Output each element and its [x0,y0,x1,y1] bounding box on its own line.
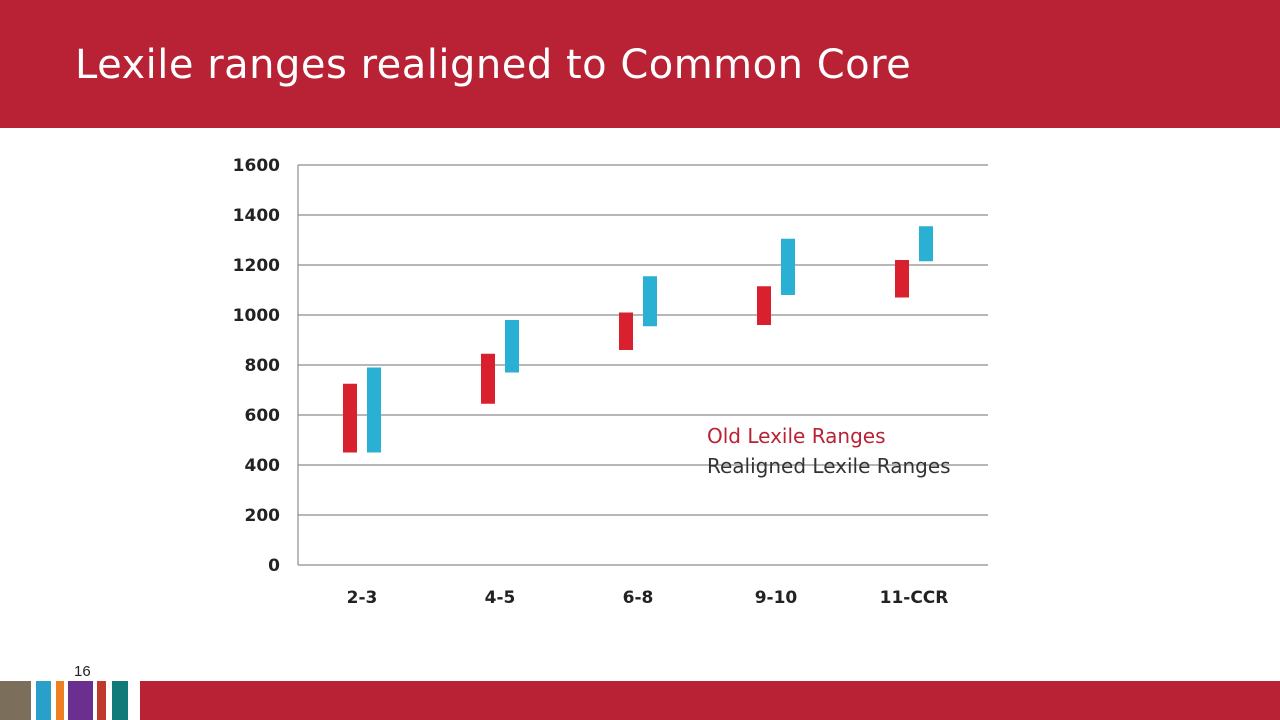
old-range-bar-6-8 [619,312,633,350]
footer-strip [97,681,106,720]
x-axis-labels: 2-3 4-5 6-8 9-10 11-CCR [347,588,949,608]
old-range-bar-4-5 [481,353,495,404]
y-tick-label: 200 [245,506,281,526]
y-tick-label: 1200 [233,256,280,276]
realigned-range-bar-6-8 [643,276,657,327]
y-axis-ticks: 0 200 400 600 800 1000 1200 1400 1600 [233,156,280,576]
y-tick-label: 400 [245,456,281,476]
legend-old: Old Lexile Ranges [707,424,886,448]
x-category-label: 4-5 [485,588,516,608]
legend-realigned: Realigned Lexile Ranges [707,454,951,478]
x-category-label: 11-CCR [880,588,949,608]
x-category-label: 9-10 [755,588,798,608]
y-tick-label: 1400 [233,206,280,226]
old-range-bar-9-10 [757,286,771,325]
slide-title: Lexile ranges realigned to Common Core [75,42,912,88]
footer-strip [56,681,64,720]
page-number: 16 [74,663,91,680]
realigned-range-bar-4-5 [505,320,519,373]
old-range-bar-11-CCR [895,260,909,298]
x-category-label: 6-8 [623,588,654,608]
range-bars [343,226,933,453]
y-tick-label: 800 [245,356,281,376]
y-tick-label: 0 [268,556,280,576]
y-tick-label: 1000 [233,306,280,326]
footer-strip [112,681,128,720]
footer-bar [140,681,1280,720]
legend: Old Lexile Ranges Realigned Lexile Range… [707,424,951,478]
x-category-label: 2-3 [347,588,378,608]
realigned-range-bar-2-3 [367,367,381,453]
footer-strip [0,681,31,720]
y-tick-label: 600 [245,406,281,426]
slide-header: Lexile ranges realigned to Common Core [0,0,1280,128]
footer-strip [36,681,51,720]
old-range-bar-2-3 [343,383,357,453]
gridlines [297,164,988,566]
footer-strip [68,681,93,720]
realigned-range-bar-11-CCR [919,226,933,262]
y-tick-label: 1600 [233,156,280,176]
realigned-range-bar-9-10 [781,238,795,295]
